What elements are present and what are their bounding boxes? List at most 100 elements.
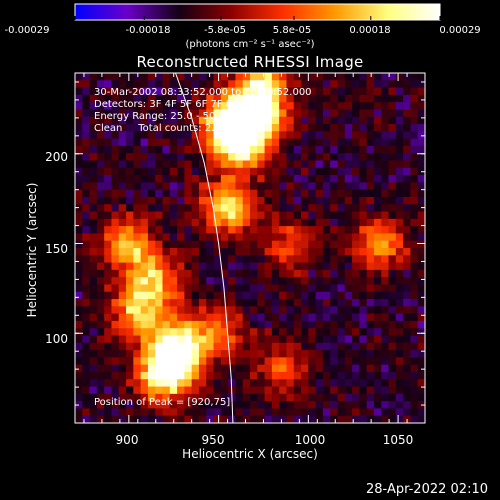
heatmap-cell — [96, 299, 105, 307]
heatmap-cell — [417, 240, 426, 249]
heatmap-cell — [118, 364, 127, 373]
heatmap-cell — [271, 408, 280, 417]
heatmap-cell — [242, 393, 251, 402]
heatmap-cell — [198, 408, 207, 417]
heatmap-cell — [264, 364, 273, 373]
heatmap-cell — [381, 386, 390, 395]
heatmap-cell — [118, 255, 127, 264]
heatmap-cell — [118, 342, 127, 351]
heatmap-cell — [257, 401, 266, 410]
heatmap-cell — [417, 320, 426, 329]
heatmap-cell — [366, 277, 375, 286]
heatmap-cell — [235, 306, 244, 315]
heatmap-cell — [301, 145, 309, 154]
heatmap-cell — [279, 116, 288, 125]
heatmap-cell — [177, 73, 185, 81]
heatmap-cell — [344, 116, 353, 125]
heatmap-cell — [286, 313, 295, 322]
heatmap-cell — [381, 175, 390, 183]
heatmap-cell — [373, 269, 382, 278]
heatmap-cell — [191, 145, 200, 154]
heatmap-cell — [242, 248, 251, 256]
heatmap-cell — [301, 94, 309, 103]
heatmap-cell — [410, 175, 419, 183]
heatmap-cell — [75, 408, 83, 417]
heatmap-cell — [184, 138, 193, 147]
heatmap-cell — [96, 218, 105, 227]
heatmap-cell — [330, 320, 339, 329]
heatmap-cell — [257, 226, 266, 235]
heatmap-cell — [271, 284, 280, 293]
heatmap-cell — [75, 415, 83, 424]
heatmap-cell — [344, 138, 353, 147]
heatmap-cell — [344, 145, 353, 154]
heatmap-cell — [213, 299, 222, 307]
heatmap-cell — [250, 299, 258, 307]
heatmap-cell — [373, 262, 382, 271]
heatmap-cell — [395, 393, 404, 402]
heatmap-cell — [388, 73, 397, 81]
heatmap-cell — [286, 233, 295, 242]
heatmap-cell — [177, 102, 185, 111]
heatmap-cell — [213, 291, 222, 300]
heatmap-cell — [147, 371, 156, 380]
heatmap-cell — [410, 182, 419, 191]
heatmap-cell — [286, 116, 295, 125]
heatmap-cell — [403, 328, 412, 337]
heatmap-cell — [169, 175, 178, 183]
heatmap-cell — [206, 175, 215, 183]
heatmap-cell — [403, 109, 412, 118]
heatmap-cell — [96, 196, 105, 205]
heatmap-cell — [366, 342, 375, 351]
heatmap-cell — [177, 116, 185, 125]
heatmap-cell — [337, 240, 346, 249]
heatmap-cell — [373, 255, 382, 264]
heatmap-cell — [89, 167, 98, 176]
heatmap-cell — [242, 401, 251, 410]
heatmap-cell — [220, 153, 229, 162]
heatmap-cell — [184, 73, 193, 81]
heatmap-cell — [191, 87, 200, 96]
heatmap-cell — [388, 116, 397, 125]
heatmap-cell — [140, 80, 149, 89]
heatmap-cell — [271, 218, 280, 227]
heatmap-cell — [293, 313, 302, 322]
heatmap-cell — [330, 240, 339, 249]
heatmap-cell — [133, 350, 142, 358]
heatmap-cell — [359, 211, 368, 220]
heatmap-cell — [169, 131, 178, 140]
heatmap-cell — [381, 255, 390, 264]
heatmap-cell — [359, 313, 368, 322]
heatmap-cell — [388, 218, 397, 227]
heatmap-cell — [417, 175, 426, 183]
heatmap-cell — [140, 102, 149, 111]
heatmap-cell — [352, 386, 360, 395]
heatmap-cell — [169, 306, 178, 315]
heatmap-cell — [330, 357, 339, 366]
heatmap-cell — [293, 269, 302, 278]
heatmap-cell — [403, 196, 412, 205]
heatmap-cell — [330, 204, 339, 213]
heatmap-cell — [235, 357, 244, 366]
heatmap-cell — [381, 342, 390, 351]
heatmap-cell — [403, 342, 412, 351]
heatmap-cell — [235, 350, 244, 358]
heatmap-cell — [403, 124, 412, 132]
heatmap-cell — [417, 408, 426, 417]
heatmap-cell — [235, 109, 244, 118]
heatmap-cell — [388, 379, 397, 388]
heatmap-cell — [344, 306, 353, 315]
heatmap-cell — [75, 218, 83, 227]
heatmap-cell — [133, 284, 142, 293]
heatmap-cell — [177, 124, 185, 132]
heatmap-cell — [337, 306, 346, 315]
heatmap-cell — [104, 401, 113, 410]
heatmap-cell — [373, 328, 382, 337]
heatmap-cell — [337, 313, 346, 322]
heatmap-cell — [177, 371, 185, 380]
heatmap-cell — [162, 408, 171, 417]
heatmap-cell — [235, 167, 244, 176]
heatmap-cell — [417, 379, 426, 388]
heatmap-cell — [96, 262, 105, 271]
heatmap-cell — [220, 357, 229, 366]
